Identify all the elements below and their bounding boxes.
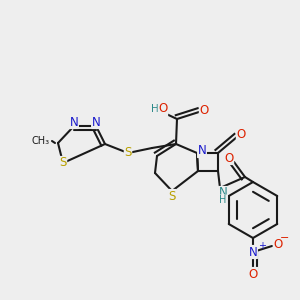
Text: H: H	[151, 104, 159, 114]
Text: O: O	[248, 268, 258, 281]
Text: N: N	[219, 187, 227, 200]
Text: +: +	[258, 241, 266, 251]
Text: N: N	[249, 245, 257, 259]
Text: S: S	[168, 190, 176, 202]
Text: O: O	[273, 238, 283, 250]
Text: N: N	[92, 116, 100, 128]
Text: O: O	[224, 152, 234, 164]
Text: −: −	[280, 233, 290, 243]
Text: N: N	[198, 145, 206, 158]
Text: H: H	[219, 195, 227, 205]
Text: O: O	[158, 103, 168, 116]
Text: O: O	[236, 128, 246, 140]
Text: CH₃: CH₃	[32, 136, 50, 146]
Text: S: S	[124, 146, 132, 160]
Text: O: O	[200, 103, 208, 116]
Text: S: S	[59, 157, 67, 169]
Text: N: N	[70, 116, 78, 128]
